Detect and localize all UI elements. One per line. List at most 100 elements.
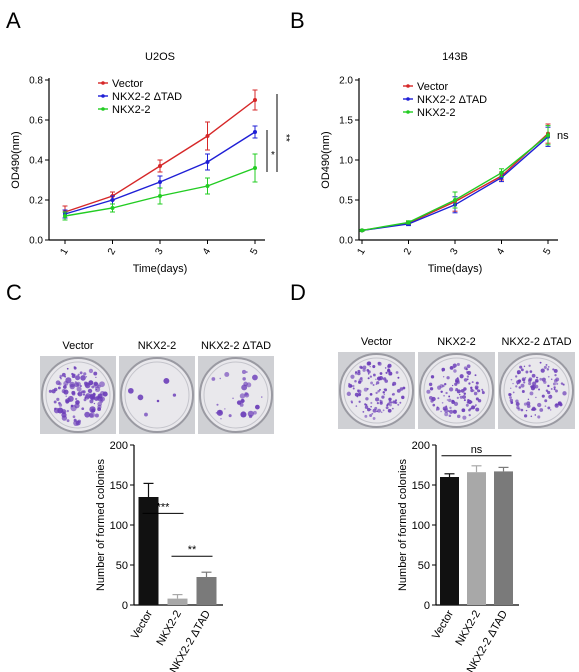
data-point-nkx2-2-tad — [205, 160, 210, 164]
colony-dot — [60, 377, 62, 380]
colony-dot — [560, 382, 564, 385]
colony-dot — [224, 371, 230, 377]
colony-dot — [430, 399, 434, 403]
legend-marker-nkx2-2 — [101, 107, 105, 111]
colony-dot — [528, 377, 533, 382]
y-tick-label: 2.0 — [339, 76, 353, 87]
colony-dot — [544, 405, 547, 407]
chart-title: U2OS — [145, 51, 175, 63]
colony-dot — [358, 380, 362, 384]
colony-dot — [77, 373, 80, 376]
colony-dot — [461, 408, 466, 413]
colony-dot — [388, 400, 392, 404]
bar-nkx2-2-tad — [494, 471, 513, 605]
colony-dot — [476, 389, 481, 393]
significance-label: ns — [557, 130, 569, 142]
colony-dot — [553, 368, 558, 373]
y-tick-label: 50 — [116, 560, 128, 572]
colony-dot — [366, 407, 371, 412]
colony-dot — [449, 409, 454, 414]
colony-dot — [528, 381, 532, 386]
chart-title: 143B — [442, 51, 468, 63]
colony-dot — [367, 373, 370, 375]
colony-dot — [534, 378, 539, 383]
colony-dot — [539, 408, 544, 412]
colony-dot — [359, 376, 363, 380]
y-tick-label: 50 — [418, 560, 430, 572]
colony-dot — [380, 411, 383, 414]
colony-dot — [387, 402, 390, 406]
colony-dot — [102, 391, 108, 397]
colony-dot — [369, 392, 373, 396]
colony-dot — [448, 414, 452, 418]
y-tick-label: 0.5 — [339, 196, 353, 207]
colony-dot — [444, 382, 447, 386]
colony-dot — [432, 403, 436, 407]
colony-dot — [365, 397, 369, 401]
legend-label-nkx2-2-tad: NKX2-2 ΔTAD — [417, 94, 487, 106]
colony-dot — [377, 389, 380, 393]
colony-dot — [541, 377, 546, 382]
colony-dot — [70, 404, 74, 408]
line-chart-143b: 143B 0.0 0.5 1.0 1.5 2.0 1 2 3 4 5 Time(days) OD490(… — [320, 51, 569, 275]
colony-dot — [247, 410, 254, 417]
photo-label-nkx2-2-tad: NKX2-2 ΔTAD — [501, 336, 571, 348]
colony-dot — [348, 382, 351, 385]
y-tick-label: 100 — [110, 520, 128, 532]
colony-dot — [397, 403, 400, 406]
colony-dot — [399, 387, 404, 391]
colony-dot — [241, 369, 247, 374]
colony-dot — [553, 388, 556, 391]
data-point-nkx2-2 — [253, 166, 257, 170]
significance-label: *** — [157, 501, 171, 513]
petri-dish-rim — [343, 357, 410, 424]
colony-dot — [440, 410, 442, 413]
data-point-nkx2-2 — [63, 214, 67, 218]
colony-dot — [546, 368, 550, 371]
line-chart-u2os: U2OS 0.0 0.2 0.4 0.6 0.8 1 2 3 4 5 Time(days) OD490(… — [10, 51, 291, 275]
colony-dot — [459, 374, 464, 379]
data-point-nkx2-2 — [360, 228, 364, 233]
colony-dot — [91, 396, 94, 399]
x-tick-label-vector: Vector — [430, 608, 456, 641]
colony-dot — [350, 385, 353, 388]
colony-dot — [453, 369, 457, 373]
colony-dot — [430, 375, 435, 379]
colony-dot — [448, 387, 454, 392]
colony-dot — [562, 391, 567, 396]
colony-dot — [346, 391, 351, 396]
colony-dot — [516, 380, 521, 385]
colony-dot — [382, 409, 385, 412]
colony-dot — [456, 389, 461, 394]
colony-dot — [220, 418, 222, 420]
colony-dot — [74, 382, 80, 388]
colony-dot — [354, 379, 357, 383]
legend-marker-vector — [101, 81, 105, 85]
colony-dot — [89, 406, 96, 413]
y-tick-label: 0.2 — [29, 196, 43, 207]
colony-dot — [94, 413, 99, 418]
colony-dot — [255, 404, 260, 410]
colony-dot — [456, 362, 460, 366]
colony-dot — [388, 371, 393, 376]
colony-dot — [82, 393, 86, 396]
colony-dot — [452, 409, 457, 414]
colony-dot — [56, 397, 60, 401]
series-line-nkx2-2 — [361, 134, 549, 232]
colony-dot — [97, 395, 100, 398]
colony-dot — [456, 414, 461, 419]
x-tick-label: 2 — [106, 246, 119, 257]
bar-nkx2-2-tad — [196, 577, 217, 605]
colony-dot — [357, 371, 361, 376]
colony-dot — [81, 407, 85, 411]
petri-dish-rim — [124, 361, 190, 429]
colony-dot — [541, 394, 545, 398]
colony-dot — [66, 409, 70, 413]
colony-dot — [547, 390, 551, 395]
colony-dot — [387, 363, 392, 368]
colony-dot — [369, 366, 371, 368]
colony-dot — [366, 361, 371, 366]
colony-dot — [61, 415, 68, 421]
petri-dish-rim — [203, 361, 269, 429]
y-tick-label: 0 — [424, 600, 430, 612]
